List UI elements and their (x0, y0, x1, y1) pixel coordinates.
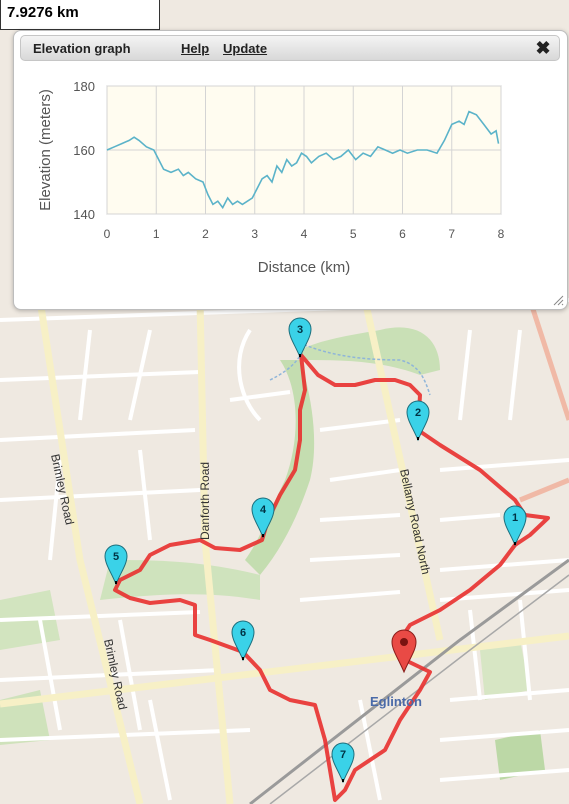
start-marker-icon[interactable] (391, 629, 417, 674)
waypoint-marker-2[interactable]: 2 (406, 400, 430, 442)
panel-header: Elevation graph Help Update ✖ (20, 35, 560, 61)
x-tick-label: 2 (202, 227, 209, 241)
x-tick-label: 7 (448, 227, 455, 241)
map-label-danforth-road: Danforth Road (198, 462, 212, 540)
waypoint-marker-3[interactable]: 3 (288, 317, 312, 359)
x-tick-label: 1 (153, 227, 160, 241)
x-tick-label: 6 (399, 227, 406, 241)
map-label-eglinton-station: Eglinton (370, 694, 422, 709)
x-tick-label: 4 (301, 227, 308, 241)
waypoint-label: 6 (240, 627, 246, 639)
elevation-series-line (106, 110, 500, 210)
total-distance-readout: 7.9276 km (0, 0, 160, 30)
waypoint-label: 3 (297, 324, 303, 336)
y-tick-label: 180 (73, 79, 95, 94)
waypoint-marker-5[interactable]: 5 (104, 544, 128, 586)
elevation-graph-panel: Elevation graph Help Update ✖ 0 1 2 3 4 5 6 7 8 1… (13, 30, 568, 310)
x-tick-label: 5 (350, 227, 357, 241)
waypoint-marker-7[interactable]: 7 (331, 742, 355, 784)
waypoint-marker-6[interactable]: 6 (231, 620, 255, 662)
help-link[interactable]: Help (181, 41, 210, 56)
y-axis-label: Elevation (meters) (37, 89, 54, 211)
y-tick-label: 140 (73, 207, 95, 222)
x-tick-label: 3 (251, 227, 258, 241)
elevation-chart: 0 1 2 3 4 5 6 7 8 140 160 180 Distance (km) Elevation… (37, 79, 505, 276)
x-axis-label: Distance (km) (258, 259, 351, 276)
y-tick-label: 160 (73, 143, 95, 158)
resize-handle-icon[interactable] (552, 294, 564, 306)
route-line (113, 353, 550, 802)
update-link[interactable]: Update (223, 41, 268, 56)
panel-title: Elevation graph (33, 41, 131, 56)
waypoint-label: 5 (113, 551, 119, 563)
x-tick-label: 0 (104, 227, 111, 241)
waypoint-marker-4[interactable]: 4 (251, 497, 275, 539)
waypoint-label: 4 (260, 504, 267, 516)
waypoint-label: 1 (512, 512, 518, 524)
waypoint-label: 2 (415, 407, 421, 419)
waypoint-marker-1[interactable]: 1 (503, 505, 527, 547)
close-icon[interactable]: ✖ (535, 38, 551, 58)
waypoint-label: 7 (340, 749, 346, 761)
x-tick-label: 8 (498, 227, 505, 241)
